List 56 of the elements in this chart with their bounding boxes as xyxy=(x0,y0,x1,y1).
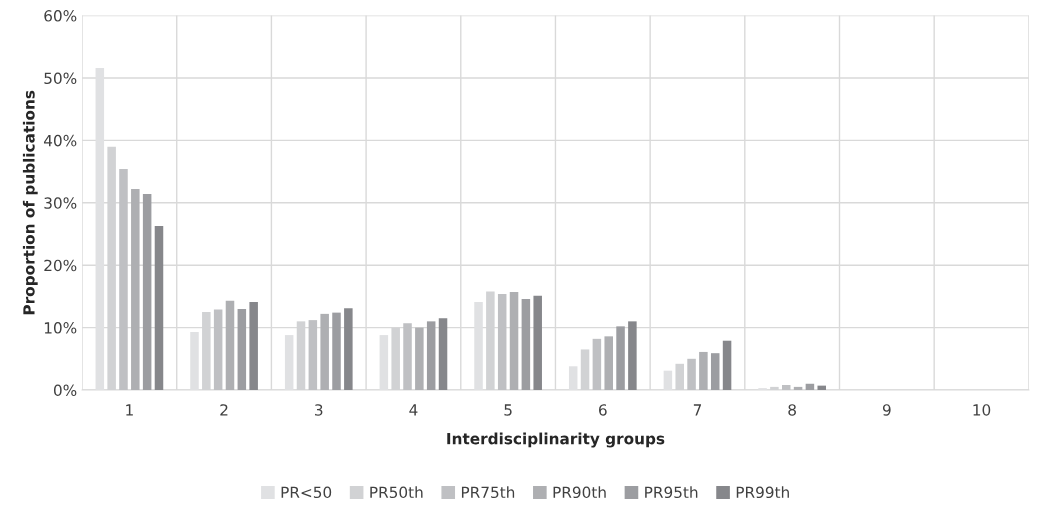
bar xyxy=(426,321,436,390)
bar xyxy=(592,338,602,390)
legend-label: PR50th xyxy=(370,486,423,499)
bar xyxy=(213,309,223,390)
x-axis-title: Interdisciplinarity groups xyxy=(447,432,665,448)
bar xyxy=(616,326,625,390)
x-tick-label: 3 xyxy=(315,404,323,416)
y-axis-title: Proportion of publications xyxy=(22,90,38,315)
bar xyxy=(722,340,732,390)
bar xyxy=(521,298,531,390)
bar xyxy=(154,225,164,390)
y-tick-label: 10% xyxy=(44,322,77,334)
y-tick-label: 50% xyxy=(44,72,77,85)
legend-label: PR95th xyxy=(645,486,698,499)
bar xyxy=(119,169,128,390)
bar xyxy=(710,353,720,390)
bar xyxy=(781,385,791,390)
bar xyxy=(142,194,152,390)
bar xyxy=(403,323,412,390)
legend-label: PR90th xyxy=(553,486,606,499)
bar xyxy=(225,300,235,390)
legend-label: PR75th xyxy=(461,486,515,499)
bar xyxy=(497,293,507,390)
bar xyxy=(320,313,329,390)
y-tick-label: 20% xyxy=(44,259,77,272)
x-tick-label: 7 xyxy=(693,404,702,416)
x-tick-label: 4 xyxy=(409,404,418,416)
bar xyxy=(344,308,353,390)
x-tick-label: 8 xyxy=(788,404,796,416)
x-tick-label: 9 xyxy=(882,404,891,416)
bar xyxy=(131,189,140,390)
bar xyxy=(604,336,613,390)
bar xyxy=(687,358,696,390)
y-tick-label: 40% xyxy=(43,134,77,147)
bar xyxy=(237,308,247,390)
bar xyxy=(332,312,341,390)
y-tick-label: 30% xyxy=(44,197,77,209)
bar xyxy=(438,318,448,390)
bar xyxy=(509,292,519,390)
y-tick-label: 0% xyxy=(53,384,77,397)
x-tick-label: 6 xyxy=(599,404,607,416)
y-tick-label: 60% xyxy=(44,10,77,22)
bar xyxy=(817,385,826,390)
x-tick-label: 10 xyxy=(973,404,991,416)
legend-label: PR99th xyxy=(736,486,789,499)
bar xyxy=(699,351,708,390)
bar xyxy=(415,327,424,390)
x-tick-label: 5 xyxy=(504,404,512,416)
bar xyxy=(628,321,637,390)
bar xyxy=(805,383,815,390)
x-tick-label: 2 xyxy=(220,404,228,416)
bar xyxy=(533,295,542,390)
legend-label: PR<50 xyxy=(281,486,332,499)
bar xyxy=(308,320,318,390)
x-tick-label: 1 xyxy=(126,404,133,416)
bar xyxy=(249,302,258,390)
